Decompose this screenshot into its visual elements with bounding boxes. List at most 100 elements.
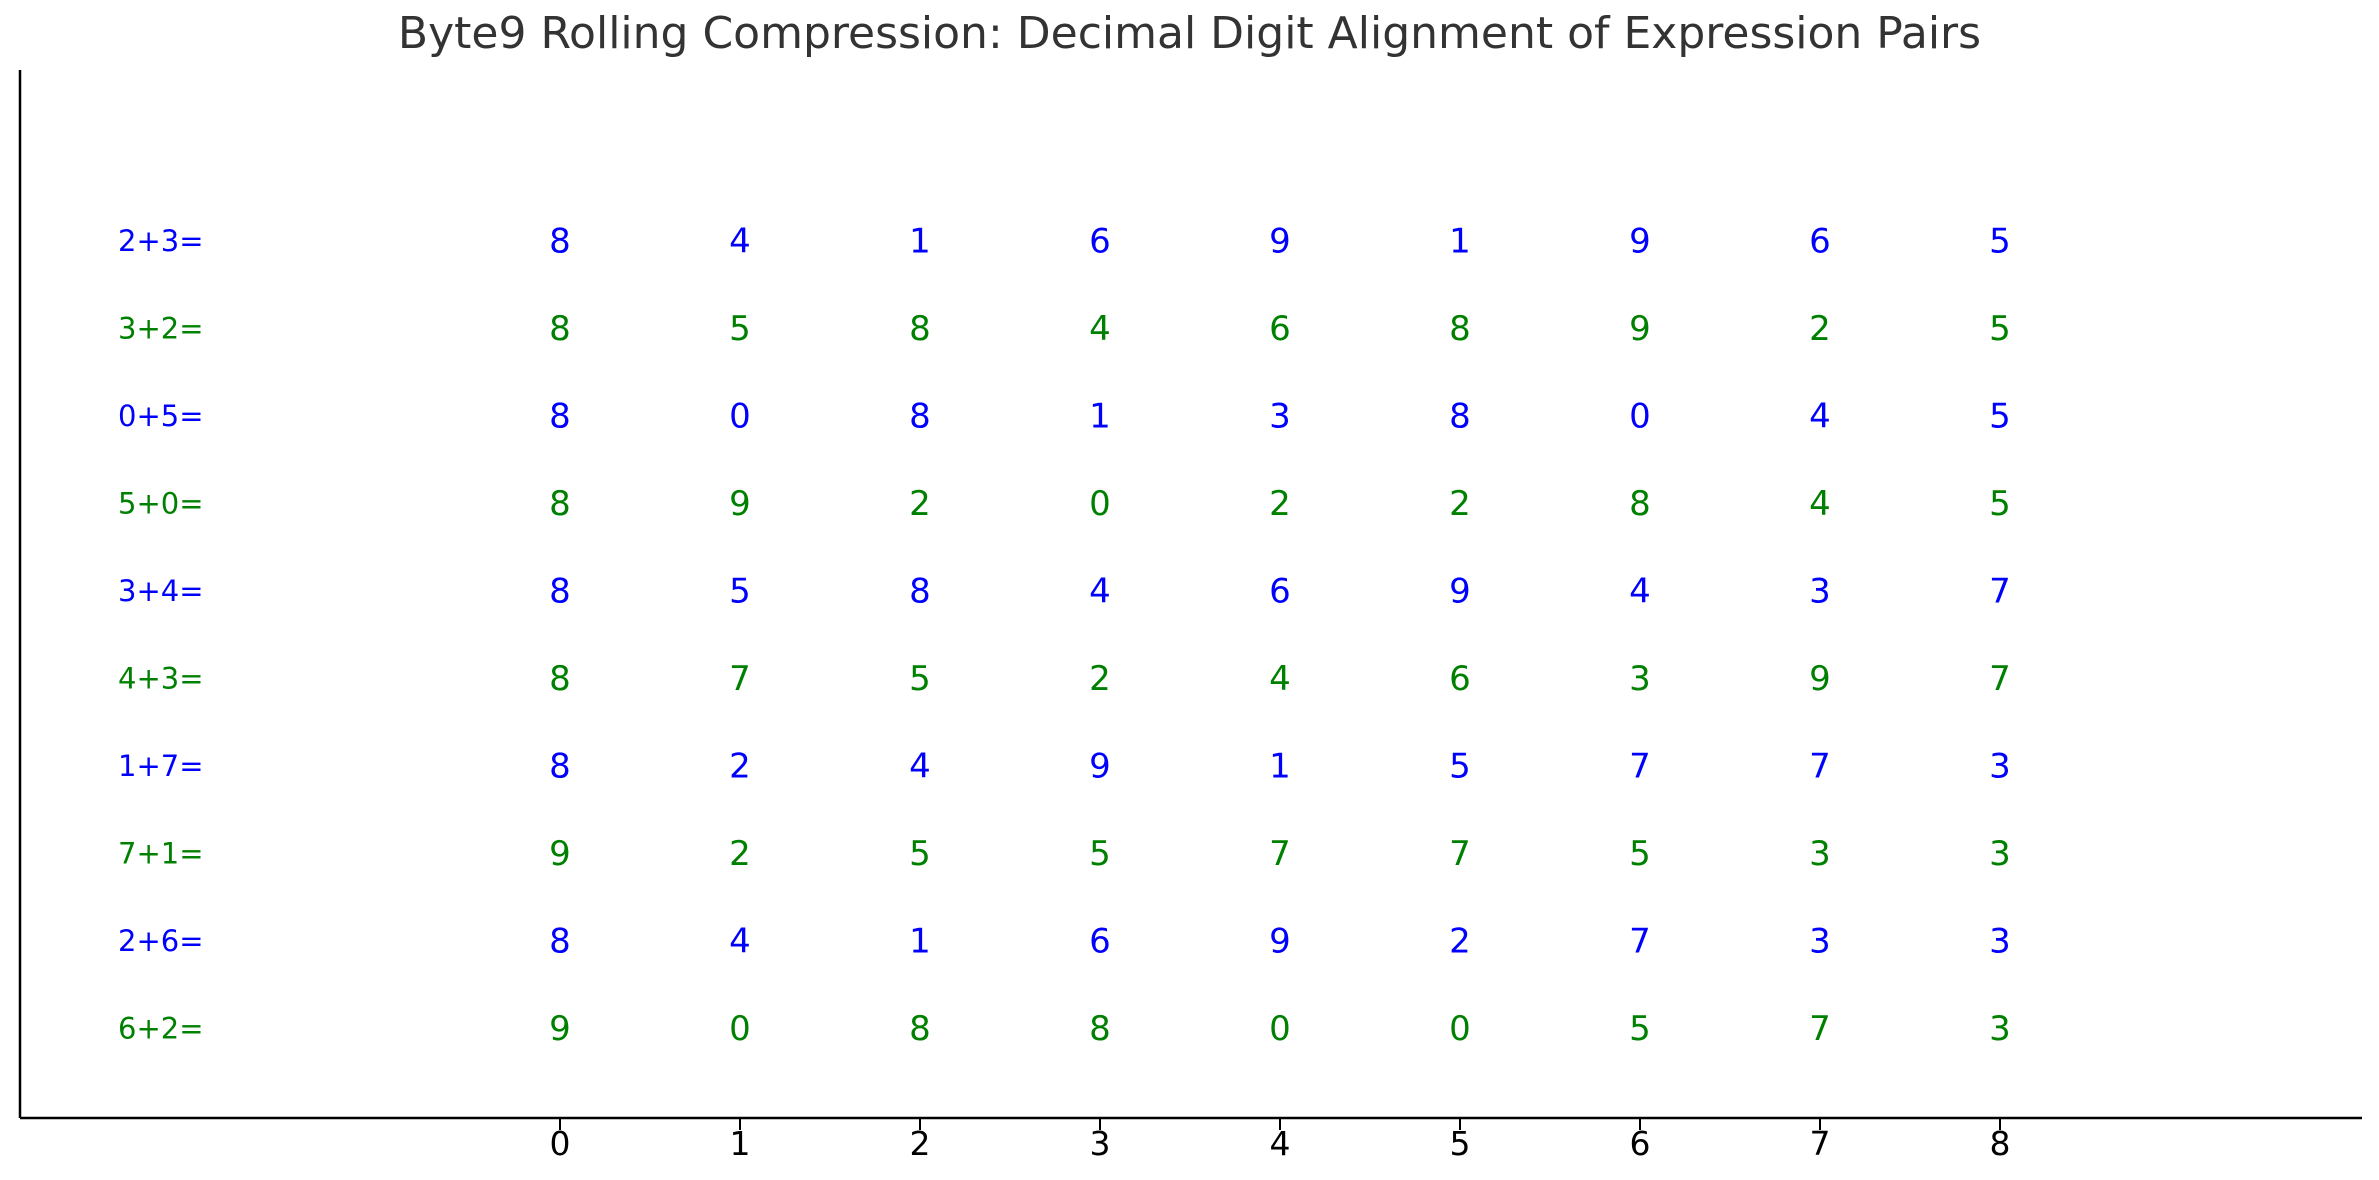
x-tick-label: 4 [1270, 1124, 1291, 1163]
digit-cell: 7 [729, 659, 751, 699]
digit-cell: 6 [1269, 572, 1291, 612]
digit-cell: 9 [1269, 222, 1291, 262]
x-axis-ticks: 0 1 2 3 4 5 6 7 8 [550, 1118, 2011, 1163]
digit-cell: 9 [1089, 747, 1111, 787]
digit-cell: 3 [1989, 922, 2011, 962]
digit-cell: 1 [1269, 747, 1291, 787]
digit-cell: 9 [1449, 572, 1471, 612]
digit-cell: 5 [1449, 747, 1471, 787]
digit-cell: 9 [1629, 309, 1651, 349]
digit-cell: 4 [1809, 397, 1831, 437]
x-tick-label: 3 [1090, 1124, 1111, 1163]
digit-row: 1+7= 8 2 4 9 1 5 7 7 3 [118, 747, 2011, 787]
x-tick-label: 1 [730, 1124, 751, 1163]
x-tick-label: 5 [1450, 1124, 1471, 1163]
digit-cell: 8 [1089, 1009, 1111, 1049]
digit-cell: 3 [1989, 747, 2011, 787]
digit-cell: 9 [1269, 922, 1291, 962]
chart-title: Byte9 Rolling Compression: Decimal Digit… [397, 8, 1982, 59]
digit-cell: 9 [1809, 659, 1831, 699]
digit-cell: 8 [909, 572, 931, 612]
row-expression-label: 3+4= [118, 574, 204, 608]
row-expression-label: 1+7= [118, 749, 204, 783]
digit-row: 0+5= 8 0 8 1 3 8 0 4 5 [118, 397, 2011, 437]
digit-cell: 5 [729, 572, 751, 612]
digit-cell: 0 [1449, 1009, 1471, 1049]
digit-cell: 3 [1809, 834, 1831, 874]
digit-cell: 7 [1809, 747, 1831, 787]
digit-row: 2+3= 8 4 1 6 9 1 9 6 5 [118, 222, 2011, 262]
digit-cell: 8 [549, 222, 571, 262]
digit-cell: 6 [1089, 222, 1111, 262]
digit-cell: 4 [729, 222, 751, 262]
digit-cell: 0 [729, 1009, 751, 1049]
digit-row: 2+6= 8 4 1 6 9 2 7 3 3 [118, 922, 2011, 962]
digit-cell: 7 [1449, 834, 1471, 874]
digit-cell: 4 [729, 922, 751, 962]
digit-cell: 4 [1269, 659, 1291, 699]
x-tick-label: 2 [910, 1124, 931, 1163]
digit-cell: 6 [1089, 922, 1111, 962]
digit-cell: 5 [909, 834, 931, 874]
digit-cell: 6 [1809, 222, 1831, 262]
x-tick-label: 8 [1990, 1124, 2011, 1163]
digit-cell: 1 [1089, 397, 1111, 437]
digit-rows: 2+3= 8 4 1 6 9 1 9 6 5 3+2= 8 5 8 4 6 8 9 2 5 0+5= 8 0 8 1 3 8 0 4 5 5… [118, 222, 2011, 1050]
digit-cell: 4 [1089, 572, 1111, 612]
digit-cell: 7 [1269, 834, 1291, 874]
digit-row: 6+2= 9 0 8 8 0 0 5 7 3 [118, 1009, 2011, 1049]
digit-cell: 9 [549, 834, 571, 874]
digit-cell: 8 [909, 309, 931, 349]
digit-cell: 5 [1989, 222, 2011, 262]
digit-cell: 9 [549, 1009, 571, 1049]
digit-cell: 5 [729, 309, 751, 349]
digit-cell: 5 [1629, 1009, 1651, 1049]
digit-cell: 3 [1809, 572, 1831, 612]
digit-cell: 8 [1449, 397, 1471, 437]
digit-cell: 4 [1089, 309, 1111, 349]
digit-cell: 5 [909, 659, 931, 699]
digit-cell: 2 [1269, 484, 1291, 524]
digit-cell: 5 [1989, 397, 2011, 437]
digit-cell: 7 [1809, 1009, 1831, 1049]
row-expression-label: 0+5= [118, 399, 204, 433]
digit-cell: 4 [909, 747, 931, 787]
digit-cell: 2 [1809, 309, 1831, 349]
digit-cell: 2 [1449, 922, 1471, 962]
digit-cell: 7 [1629, 922, 1651, 962]
x-tick-label: 0 [550, 1124, 571, 1163]
digit-cell: 0 [1089, 484, 1111, 524]
digit-cell: 8 [1449, 309, 1471, 349]
digit-cell: 8 [1629, 484, 1651, 524]
digit-cell: 8 [549, 747, 571, 787]
digit-cell: 7 [1989, 659, 2011, 699]
digit-cell: 8 [909, 1009, 931, 1049]
digit-cell: 4 [1629, 572, 1651, 612]
digit-cell: 1 [1449, 222, 1471, 262]
digit-row: 4+3= 8 7 5 2 4 6 3 9 7 [118, 659, 2011, 699]
digit-row: 3+2= 8 5 8 4 6 8 9 2 5 [118, 309, 2011, 349]
digit-cell: 8 [549, 572, 571, 612]
row-expression-label: 2+3= [118, 224, 204, 258]
digit-cell: 8 [549, 922, 571, 962]
digit-cell: 2 [729, 834, 751, 874]
digit-cell: 8 [549, 484, 571, 524]
digit-cell: 1 [909, 222, 931, 262]
row-expression-label: 3+2= [118, 312, 204, 346]
x-tick-label: 6 [1630, 1124, 1651, 1163]
digit-cell: 7 [1629, 747, 1651, 787]
digit-cell: 3 [1809, 922, 1831, 962]
digit-cell: 3 [1989, 834, 2011, 874]
digit-cell: 0 [1269, 1009, 1291, 1049]
digit-cell: 3 [1989, 1009, 2011, 1049]
digit-cell: 5 [1629, 834, 1651, 874]
row-expression-label: 6+2= [118, 1012, 204, 1046]
digit-row: 3+4= 8 5 8 4 6 9 4 3 7 [118, 572, 2011, 612]
digit-cell: 9 [729, 484, 751, 524]
digit-cell: 5 [1089, 834, 1111, 874]
digit-row: 7+1= 9 2 5 5 7 7 5 3 3 [118, 834, 2011, 874]
digit-cell: 2 [1089, 659, 1111, 699]
digit-cell: 5 [1989, 309, 2011, 349]
digit-cell: 0 [1629, 397, 1651, 437]
